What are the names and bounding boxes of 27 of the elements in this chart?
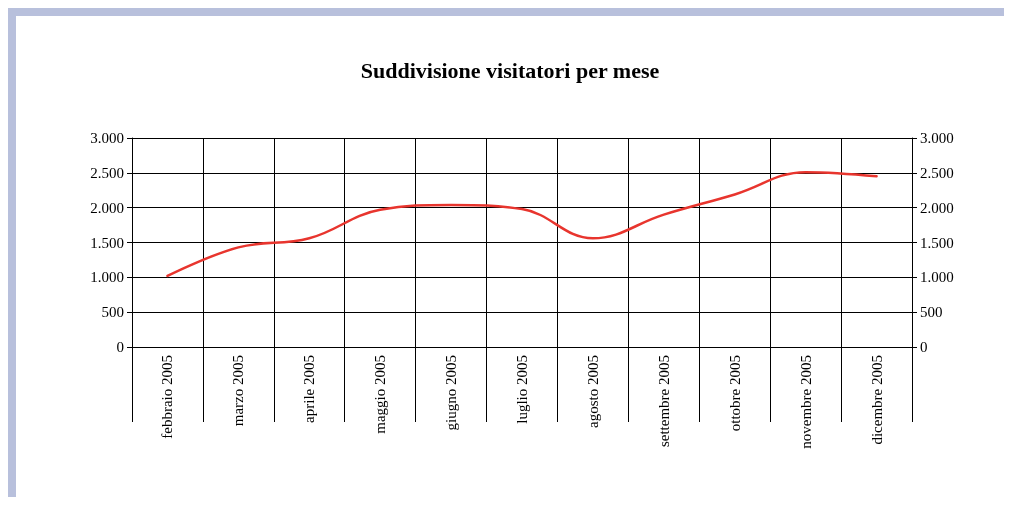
y2-tick-label: 3.000 (920, 130, 954, 146)
x-tick-label: ottobre 2005 (726, 355, 743, 432)
x-tick-label: febbraio 2005 (159, 355, 176, 439)
x-tick-label: giugno 2005 (443, 355, 460, 431)
x-tick-label: agosto 2005 (584, 355, 601, 428)
y-tick-label: 3.000 (90, 130, 124, 146)
x-tick-label: marzo 2005 (230, 355, 247, 427)
x-tick-label: aprile 2005 (301, 355, 318, 423)
y2-tick-label: 0 (920, 339, 928, 355)
y-tick-label: 1.500 (90, 234, 124, 251)
x-tick-label: luglio 2005 (514, 355, 530, 424)
y2-tick-label: 1.500 (920, 234, 954, 251)
x-tick-label: settembre 2005 (655, 355, 672, 448)
chart-title: Suddivisione visitatori per mese (360, 57, 660, 83)
y-tick-label: 0 (116, 339, 124, 355)
line-series (166, 170, 878, 278)
x-tick-label: dicembre 2005 (868, 355, 885, 445)
y2-tick-label: 500 (920, 304, 943, 321)
y-tick-label: 2.500 (90, 164, 124, 181)
y2-tick-label: 2.000 (920, 199, 954, 216)
x-tick-label: maggio 2005 (372, 355, 389, 434)
y2-tick-label: 1.000 (920, 269, 954, 286)
y-tick-label: 2.000 (90, 199, 124, 216)
y-tick-label: 500 (101, 304, 124, 321)
y-tick-label: 1.000 (90, 269, 124, 286)
y2-tick-label: 2.500 (920, 164, 954, 181)
x-tick-label: novembre 2005 (797, 355, 814, 449)
